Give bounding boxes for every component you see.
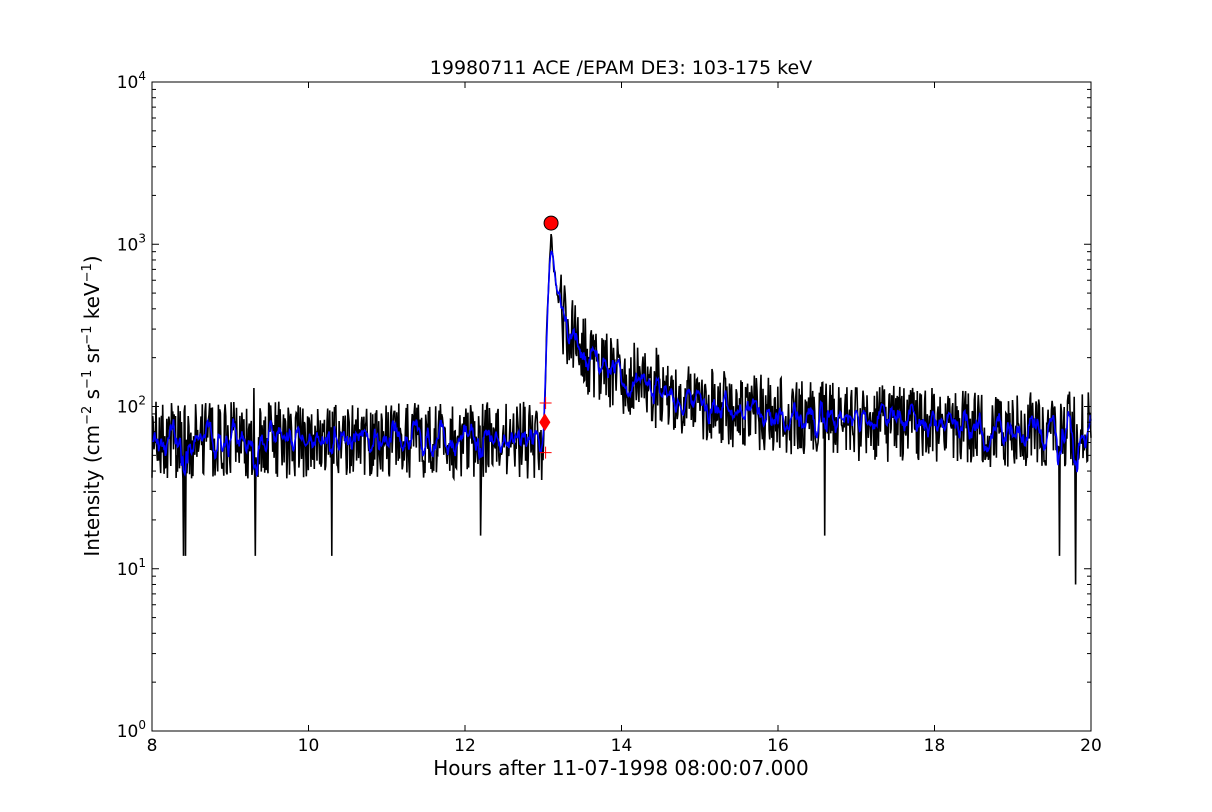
x-axis-label: Hours after 11-07-1998 08:00:07.000 (433, 756, 809, 780)
series-line-raw (151, 233, 1092, 585)
plot-area (151, 215, 1092, 585)
error-marker-3 (539, 446, 552, 459)
x-tick-label: 8 (147, 736, 158, 756)
chart-title: 19980711 ACE /EPAM DE3: 103-175 keV (430, 57, 812, 79)
onset-marker (539, 413, 551, 432)
y-axis-label: Intensity (cm−2 s−1 sr−1 keV−1) (80, 255, 104, 556)
y-tick-label: 103 (117, 231, 146, 255)
x-tick-label: 10 (298, 736, 320, 756)
y-tick-label: 100 (117, 718, 146, 742)
y-tick-label: 102 (117, 394, 146, 418)
error-marker-2 (539, 397, 552, 410)
x-tick-label: 14 (611, 736, 633, 756)
y-axis: 100 101 102 103 104 (117, 69, 1091, 742)
x-tick-label: 12 (454, 736, 476, 756)
x-tick-label: 16 (767, 736, 789, 756)
series-line-smoothed (151, 250, 1092, 478)
x-tick-label: 20 (1080, 736, 1102, 756)
peak-marker (543, 215, 559, 231)
y-tick-label: 104 (117, 69, 146, 93)
y-tick-label: 101 (117, 556, 146, 580)
x-axis: 8 10 12 14 16 18 20 (147, 82, 1102, 756)
x-tick-label: 18 (924, 736, 946, 756)
